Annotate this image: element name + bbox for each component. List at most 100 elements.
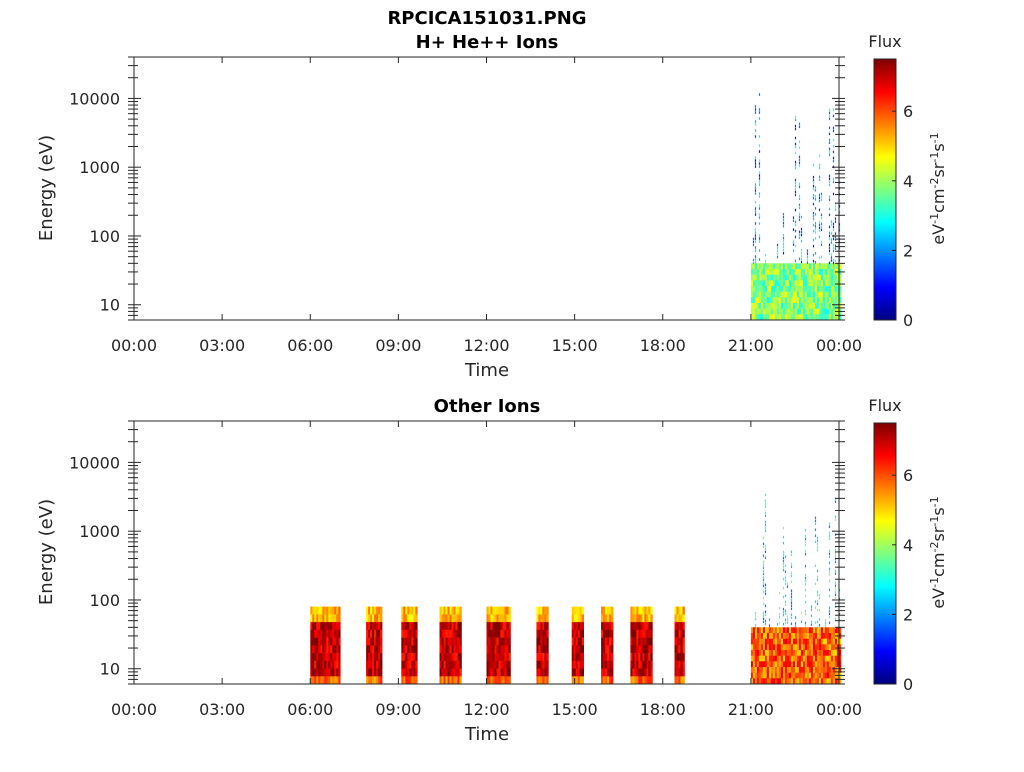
flux-cell — [804, 269, 808, 275]
flux-cell — [579, 629, 582, 638]
flux-cell — [792, 655, 796, 662]
flux-cell — [439, 614, 442, 623]
flux-cell — [750, 286, 754, 292]
flux-cell — [449, 629, 452, 638]
flux-cell — [332, 606, 335, 615]
flux-cell — [758, 286, 762, 292]
flux-cell — [794, 127, 797, 131]
flux-cell — [322, 637, 325, 646]
flux-cell — [632, 614, 635, 623]
flux-cell — [453, 629, 456, 638]
flux-cell — [758, 274, 762, 281]
flux-cell — [814, 261, 817, 264]
flux-cell — [581, 653, 584, 662]
flux-cell — [766, 274, 770, 281]
flux-cell — [834, 244, 837, 247]
flux-cell — [403, 645, 406, 654]
flux-cell — [778, 263, 782, 270]
flux-cell — [320, 622, 323, 631]
flux-cell — [409, 653, 412, 662]
flux-cell — [778, 274, 782, 281]
flux-cell — [374, 637, 377, 646]
flux-cell — [804, 543, 807, 547]
flux-cell — [762, 274, 766, 281]
flux-cell — [571, 645, 574, 654]
flux-cell — [754, 667, 758, 673]
flux-cell — [754, 156, 757, 159]
flux-cell — [441, 606, 444, 615]
flux-cell — [816, 655, 820, 662]
flux-cell — [455, 614, 458, 623]
flux-cell — [650, 629, 653, 638]
flux-cell — [756, 627, 760, 634]
flux-cell — [780, 303, 784, 309]
flux-cell — [538, 622, 541, 631]
flux-cell — [455, 653, 458, 662]
flux-cell — [792, 638, 796, 645]
flux-cell — [790, 297, 794, 304]
flux-cell — [828, 537, 831, 541]
flux-cell — [760, 667, 764, 673]
flux-cell — [326, 653, 329, 662]
flux-cell — [774, 627, 778, 634]
flux-cell — [768, 269, 772, 275]
x-tick-label: 00:00 — [111, 336, 157, 355]
flux-cell — [650, 614, 653, 623]
flux-cell — [772, 297, 776, 304]
flux-cell — [611, 637, 614, 646]
flux-cell — [806, 633, 810, 639]
flux-cell — [411, 676, 414, 685]
flux-cell — [320, 676, 323, 685]
flux-cell — [500, 614, 503, 623]
flux-cell — [808, 667, 812, 673]
flux-cell — [824, 286, 828, 292]
flux-cell — [579, 637, 582, 646]
flux-cell — [820, 297, 824, 304]
flux-cell — [784, 570, 787, 573]
flux-cell — [786, 621, 789, 624]
flux-cell — [780, 650, 784, 656]
flux-cell — [826, 286, 830, 292]
flux-cell — [838, 297, 842, 304]
flux-cell — [772, 269, 776, 275]
flux-cell — [760, 263, 764, 270]
flux-cell — [449, 645, 452, 654]
colorbar-tick-label: 4 — [903, 536, 913, 555]
flux-cell — [764, 644, 768, 651]
flux-cell — [826, 303, 830, 309]
flux-cell — [609, 653, 612, 662]
flux-cell — [441, 660, 444, 669]
flux-cell — [407, 606, 410, 615]
flux-cell — [758, 117, 761, 120]
flux-cell — [806, 297, 810, 304]
flux-cell — [822, 650, 826, 656]
flux-cell — [778, 286, 782, 292]
flux-cell — [806, 291, 810, 298]
flux-cell — [338, 622, 341, 631]
flux-cell — [812, 262, 815, 266]
flux-cell — [579, 660, 582, 669]
flux-cell — [832, 237, 835, 241]
flux-cell — [336, 645, 339, 654]
flux-cell — [804, 594, 807, 598]
flux-cell — [772, 627, 776, 634]
x-tick-label: 00:00 — [111, 700, 157, 719]
flux-cell — [506, 660, 509, 669]
flux-cell — [316, 629, 319, 638]
flux-cell — [820, 222, 823, 226]
flux-cell — [496, 637, 499, 646]
flux-cell — [316, 645, 319, 654]
flux-cell — [413, 668, 416, 677]
flux-cell — [764, 622, 767, 626]
flux-cell — [838, 314, 842, 321]
flux-cell — [784, 661, 788, 668]
flux-cell — [380, 668, 383, 677]
flux-cell — [810, 627, 814, 634]
flux-cell — [790, 274, 794, 281]
flux-cell — [332, 637, 335, 646]
flux-cell — [380, 637, 383, 646]
colorbar-gradient — [873, 422, 897, 685]
flux-cell — [682, 676, 685, 685]
flux-cell — [768, 297, 772, 304]
